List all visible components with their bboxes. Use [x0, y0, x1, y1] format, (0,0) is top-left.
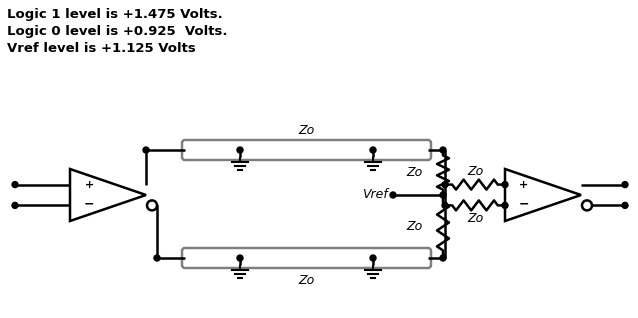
Text: −: − — [519, 197, 530, 211]
Circle shape — [442, 182, 448, 188]
Text: Zo: Zo — [407, 166, 423, 179]
Circle shape — [442, 202, 448, 208]
Circle shape — [390, 192, 396, 198]
Text: Logic 0 level is +0.925  Volts.: Logic 0 level is +0.925 Volts. — [7, 25, 228, 38]
Circle shape — [237, 147, 243, 153]
Text: −: − — [84, 197, 94, 211]
Circle shape — [440, 255, 446, 261]
Text: Zo: Zo — [467, 165, 483, 178]
Circle shape — [440, 192, 446, 198]
Circle shape — [12, 202, 18, 208]
Text: Vref level is +1.125 Volts: Vref level is +1.125 Volts — [7, 42, 196, 55]
Circle shape — [622, 202, 628, 208]
Text: +: + — [519, 180, 529, 190]
Circle shape — [12, 182, 18, 188]
Text: +: + — [84, 180, 94, 190]
Circle shape — [622, 182, 628, 188]
Text: Zo: Zo — [407, 220, 423, 233]
Text: Zo: Zo — [467, 212, 483, 225]
Circle shape — [502, 202, 508, 208]
Text: Logic 1 level is +1.475 Volts.: Logic 1 level is +1.475 Volts. — [7, 8, 223, 21]
FancyBboxPatch shape — [182, 140, 431, 160]
Circle shape — [237, 255, 243, 261]
Circle shape — [370, 255, 376, 261]
Circle shape — [502, 182, 508, 188]
Text: Zo: Zo — [299, 123, 315, 136]
Text: Zo: Zo — [299, 273, 315, 287]
FancyBboxPatch shape — [182, 248, 431, 268]
Text: Vref: Vref — [362, 189, 388, 202]
Circle shape — [370, 147, 376, 153]
Circle shape — [154, 255, 160, 261]
Circle shape — [143, 147, 149, 153]
Circle shape — [440, 147, 446, 153]
